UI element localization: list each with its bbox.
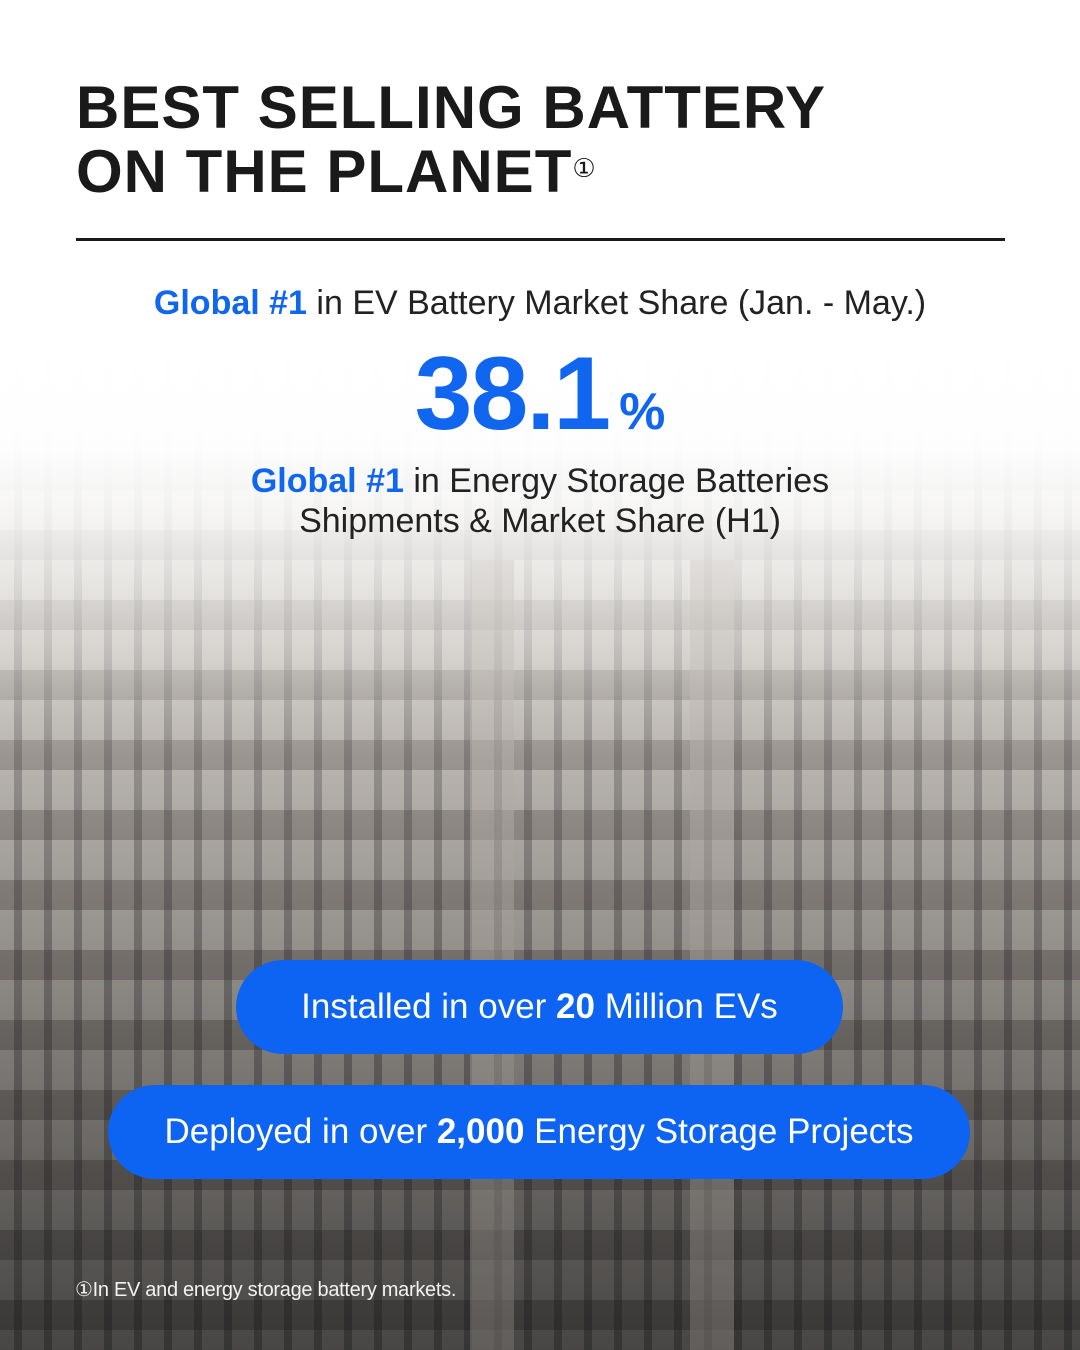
- highlight: Global #1: [153, 284, 307, 322]
- value-number: 38.1: [414, 336, 611, 452]
- headline: BEST SELLING BATTERY ON THE PLANET①: [76, 76, 826, 204]
- pill-bold: 20: [556, 987, 595, 1026]
- energy-storage-projects-pill: Deployed in over 2,000 Energy Storage Pr…: [108, 1085, 970, 1179]
- divider: [76, 238, 1005, 241]
- label-text: in EV Battery Market Share (Jan. - May.): [306, 284, 927, 322]
- headline-line2: ON THE PLANET: [76, 138, 573, 205]
- energy-storage-label-line2: Shipments & Market Share (H1): [299, 502, 781, 540]
- energy-storage-label: Global #1 in Energy Storage Batteries: [0, 462, 1080, 501]
- pill-bold: 2,000: [436, 1112, 525, 1151]
- pill-text: Million EVs: [594, 987, 778, 1026]
- ev-market-share-label: Global #1 in EV Battery Market Share (Ja…: [0, 284, 1080, 323]
- pill-text: Deployed in over: [164, 1112, 437, 1151]
- footnote: ①In EV and energy storage battery market…: [75, 1279, 457, 1301]
- market-share-value: 38.1%: [0, 335, 1080, 454]
- pill-text: Energy Storage Projects: [524, 1112, 914, 1151]
- footnote-marker: ①: [572, 153, 597, 183]
- value-unit: %: [619, 383, 666, 441]
- pill-text: Installed in over: [301, 987, 557, 1026]
- installed-evs-pill: Installed in over 20 Million EVs: [236, 960, 843, 1054]
- headline-line1: BEST SELLING BATTERY: [76, 74, 827, 141]
- highlight: Global #1: [250, 462, 404, 500]
- label-text: in Energy Storage Batteries: [403, 462, 830, 500]
